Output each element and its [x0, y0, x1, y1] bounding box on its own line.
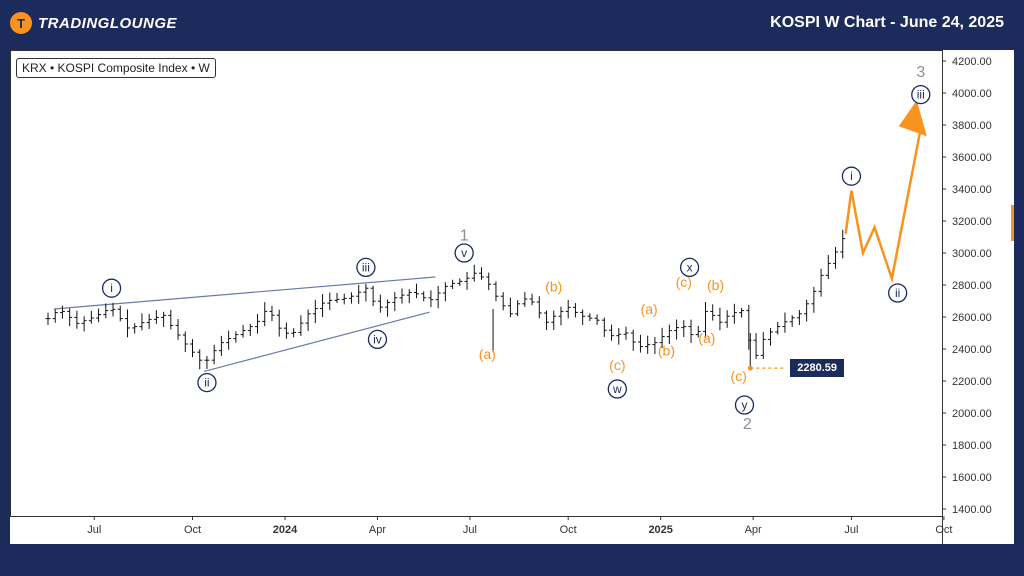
y-tick-label: 3000.00 — [952, 248, 992, 260]
wave-label-circle — [679, 257, 700, 278]
y-tick-label: 3200.00 — [952, 216, 992, 228]
price-marker-dot — [747, 365, 753, 371]
wave-label-circle — [367, 329, 388, 350]
wave-label-circle — [888, 283, 908, 303]
y-tick-label: 2600.00 — [952, 312, 992, 324]
wave-label: (a) — [698, 330, 715, 346]
y-tick-label: 1800.00 — [952, 440, 992, 452]
logo-text: TRADINGLOUNGE — [38, 14, 177, 32]
wave-label-circle — [197, 372, 217, 393]
wave-label-circle — [454, 243, 474, 263]
trend-line — [203, 311, 430, 372]
wave-label: ii — [204, 376, 209, 390]
ticker-label: KRX • KOSPI Composite Index • W — [16, 58, 216, 78]
y-tick-label: 2000.00 — [952, 408, 992, 420]
y-tick-label: 2800.00 — [952, 280, 992, 292]
wave-label: y — [741, 398, 747, 412]
wave-label: (b) — [658, 343, 675, 359]
y-tick-label: 1600.00 — [952, 472, 992, 484]
x-tick-label: Oct — [935, 524, 952, 536]
wave-label: (b) — [707, 277, 724, 293]
x-tick-label: Jul — [87, 524, 101, 536]
y-tick-label: 3800.00 — [952, 120, 992, 132]
plot-border — [10, 50, 943, 517]
wave-label: i — [850, 169, 853, 183]
price-chart[interactable]: 4200.00 4000.00 3800.00 3600.00 3400.00 3200.… — [10, 50, 1014, 544]
wave-label-circle — [101, 278, 122, 298]
x-tick-label: 2024 — [273, 524, 298, 536]
wave-label: i — [110, 281, 113, 295]
projection-arrowhead — [898, 100, 927, 137]
wave-label-circle — [356, 257, 376, 278]
projection-path — [844, 127, 923, 284]
x-tick-label: Oct — [560, 524, 577, 536]
y-tick-label: 1400.00 — [952, 504, 992, 516]
x-tick-label: 2025 — [648, 524, 672, 536]
wave-label: (a) — [479, 346, 496, 362]
wave-label: 3 — [916, 64, 925, 81]
wave-label: w — [612, 382, 622, 396]
wave-label: iv — [373, 332, 382, 346]
wave-label-circle — [607, 379, 627, 399]
wave-label: iii — [917, 88, 925, 102]
current-price-badge: 2280.59 — [790, 359, 845, 378]
x-tick-label: Jul — [844, 524, 858, 536]
wave-label-circle — [841, 166, 862, 186]
wave-label: 1 — [460, 227, 469, 244]
wave-label: (b) — [545, 279, 562, 295]
y-tick-label: 3600.00 — [952, 152, 992, 164]
brand-logo: T TRADINGLOUNGE — [10, 12, 177, 34]
y-tick-label: 2400.00 — [952, 344, 992, 356]
header: T TRADINGLOUNGE KOSPI W Chart - June 24,… — [0, 0, 1024, 48]
chart-panel[interactable]: 4200.00 4000.00 3800.00 3600.00 3400.00 3200.… — [10, 50, 1014, 544]
logo-icon: T — [10, 12, 32, 34]
y-tick-label: 4000.00 — [952, 88, 992, 100]
wave-label: (c) — [676, 274, 692, 290]
wave-label: iii — [362, 260, 370, 274]
y-tick-label: 2200.00 — [952, 376, 992, 388]
wave-label-circle — [734, 395, 755, 415]
wave-label: x — [687, 260, 693, 274]
trend-line — [53, 276, 436, 310]
wave-label: (c) — [731, 368, 747, 384]
x-tick-label: Apr — [369, 524, 386, 536]
y-tick-label: 4200.00 — [952, 56, 992, 68]
wave-label: ii — [895, 286, 900, 300]
wave-label: 2 — [743, 416, 752, 433]
wave-label: v — [461, 246, 467, 260]
wave-label: (a) — [641, 301, 658, 317]
x-tick-label: Apr — [745, 524, 762, 536]
y-tick-label: 3400.00 — [952, 184, 992, 196]
scroll-handle[interactable] — [1011, 205, 1014, 241]
page-title: KOSPI W Chart - June 24, 2025 — [770, 14, 1004, 31]
wave-label: (c) — [609, 357, 625, 373]
x-tick-label: Jul — [463, 524, 477, 536]
x-tick-label: Oct — [184, 524, 201, 536]
wave-label-circle — [911, 84, 931, 105]
